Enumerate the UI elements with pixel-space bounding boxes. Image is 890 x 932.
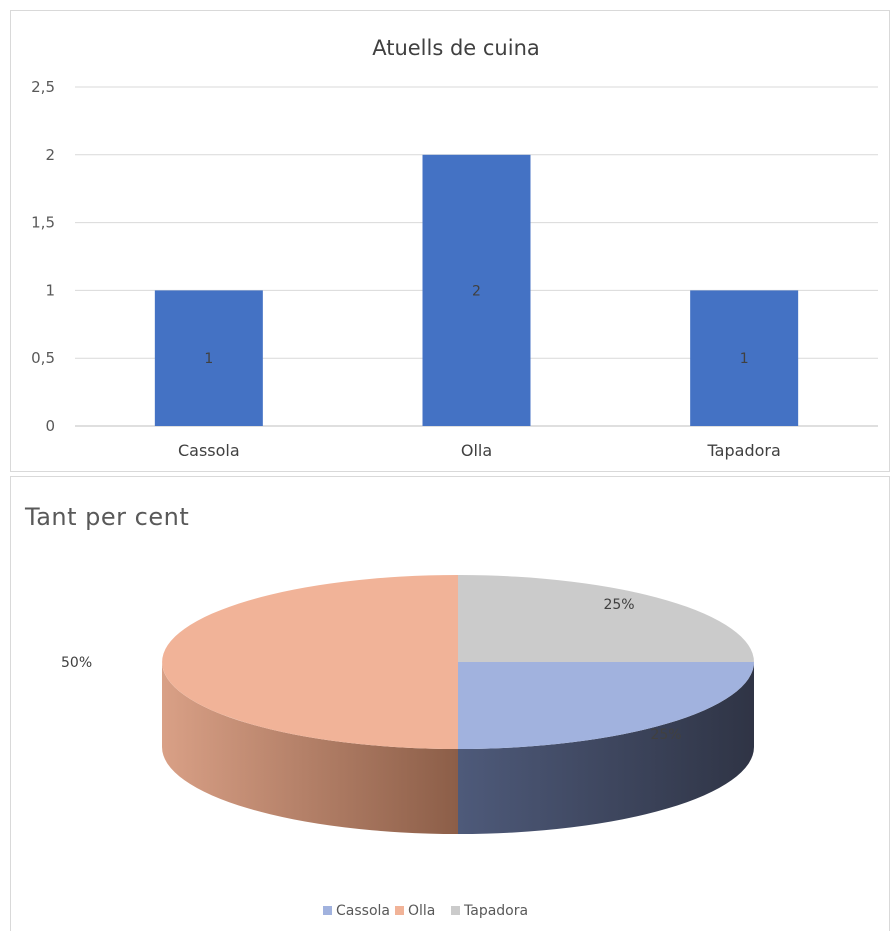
- pie-data-label: 25%: [603, 597, 634, 613]
- y-tick-label: 0,5: [31, 349, 55, 367]
- x-category-label: Cassola: [178, 441, 240, 460]
- x-category-label: Tapadora: [707, 441, 781, 460]
- bar-chart: Atuells de cuina 0 0,5 1 1,5 2 2,5 1 2 1 Cassol…: [31, 36, 878, 460]
- legend-swatch-tapadora: [451, 906, 460, 915]
- legend-swatch-olla: [395, 906, 404, 915]
- pie-side-cassola: [458, 662, 754, 834]
- bar-data-label: 1: [740, 351, 749, 367]
- bar-chart-panel: Atuells de cuina 0 0,5 1 1,5 2 2,5 1 2 1 Cassol…: [10, 10, 890, 472]
- pie-chart-panel: Tant per cent 25% 25% 50% Cassola Olla Tapad…: [10, 476, 890, 931]
- y-tick-label: 0: [45, 417, 55, 435]
- pie-chart: Tant per cent 25% 25% 50% Cassola Olla Tapad…: [24, 503, 754, 919]
- bar-data-label: 1: [204, 351, 213, 367]
- legend-label: Cassola: [336, 903, 390, 919]
- bar-chart-title: Atuells de cuina: [372, 36, 540, 60]
- pie-slice-cassola: [458, 662, 754, 749]
- pie-data-label: 50%: [61, 655, 92, 671]
- y-tick-label: 1,5: [31, 214, 55, 232]
- x-category-label: Olla: [461, 441, 492, 460]
- y-tick-label: 1: [45, 281, 55, 299]
- pie-slice-olla: [162, 575, 458, 749]
- pie-slice-tapadora: [458, 575, 754, 662]
- bar-cassola: [154, 290, 263, 426]
- y-tick-label: 2: [45, 146, 55, 164]
- legend-label: Olla: [408, 903, 435, 919]
- pie-side-olla: [162, 662, 458, 834]
- y-tick-label: 2,5: [31, 78, 55, 96]
- pie-data-label: 25%: [650, 727, 681, 743]
- bar-tapadora: [690, 290, 799, 426]
- bar-olla: [422, 154, 531, 427]
- pie-chart-title: Tant per cent: [24, 503, 189, 531]
- legend-swatch-cassola: [323, 906, 332, 915]
- legend-label: Tapadora: [463, 903, 528, 919]
- bar-data-label: 2: [472, 283, 481, 299]
